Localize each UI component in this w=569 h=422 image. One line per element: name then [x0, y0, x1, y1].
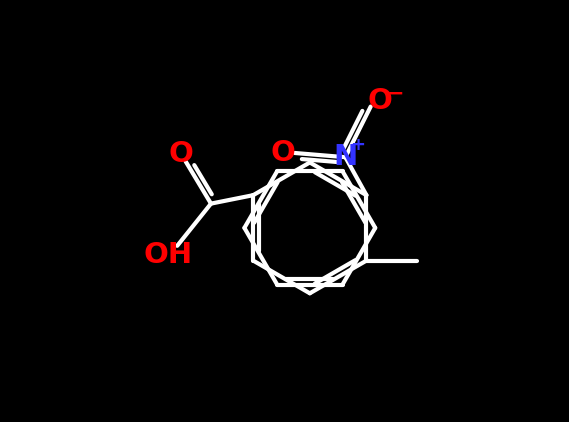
Text: +: +	[350, 136, 365, 154]
Text: N: N	[333, 143, 357, 171]
Text: OH: OH	[143, 241, 192, 269]
Text: O: O	[270, 139, 295, 167]
Text: O: O	[169, 140, 194, 168]
Text: −: −	[386, 84, 404, 104]
Text: O: O	[368, 87, 393, 116]
